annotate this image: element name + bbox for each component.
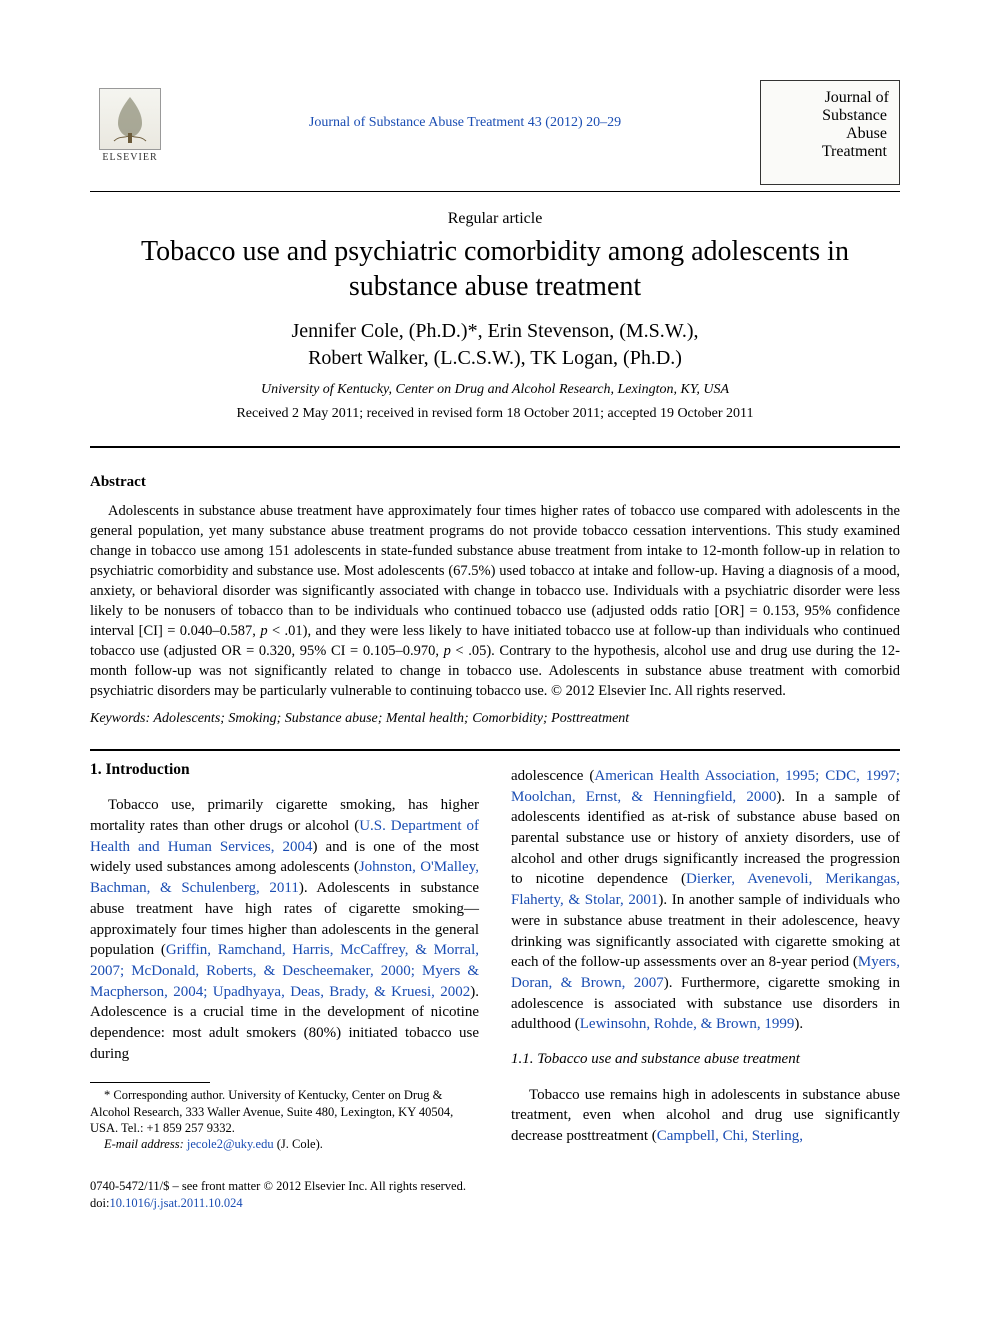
journal-box-line: Substance bbox=[771, 107, 889, 125]
journal-box-line: Treatment bbox=[771, 143, 889, 161]
body-columns: 1. Introduction Tobacco use, primarily c… bbox=[90, 751, 900, 1211]
right-column: adolescence (American Health Association… bbox=[511, 751, 900, 1211]
body-text: adolescence ( bbox=[511, 768, 594, 784]
journal-page: ELSEVIER Journal of Substance Abuse Trea… bbox=[0, 0, 990, 1271]
keywords-list: Adolescents; Smoking; Substance abuse; M… bbox=[150, 711, 629, 726]
email-link[interactable]: jecole2@uky.edu bbox=[184, 1137, 274, 1151]
abstract-pvalue: p bbox=[260, 623, 267, 639]
article-type: Regular article bbox=[90, 210, 900, 228]
footnote-divider bbox=[90, 1082, 210, 1083]
article-dates: Received 2 May 2011; received in revised… bbox=[90, 406, 900, 422]
elsevier-tree-icon bbox=[99, 88, 161, 150]
divider-thick bbox=[90, 446, 900, 448]
header-row: ELSEVIER Journal of Substance Abuse Trea… bbox=[90, 80, 900, 185]
email-after: (J. Cole). bbox=[274, 1137, 323, 1151]
journal-citation: Journal of Substance Abuse Treatment 43 … bbox=[170, 80, 760, 131]
journal-box-line: Journal of bbox=[771, 89, 889, 107]
abstract-heading: Abstract bbox=[90, 474, 900, 491]
authors-line: Jennifer Cole, (Ph.D.)*, Erin Stevenson,… bbox=[292, 320, 699, 342]
abstract-text: Adolescents in substance abuse treatment… bbox=[90, 503, 900, 639]
abstract-body: Adolescents in substance abuse treatment… bbox=[90, 501, 900, 701]
article-title: Tobacco use and psychiatric comorbidity … bbox=[130, 234, 860, 304]
journal-ref-text: Journal of Substance Abuse Treatment 43 … bbox=[309, 115, 621, 130]
paragraph: Tobacco use, primarily cigarette smoking… bbox=[90, 795, 479, 1064]
publisher-name: ELSEVIER bbox=[102, 152, 157, 163]
publisher-logo: ELSEVIER bbox=[90, 80, 170, 170]
doi-link[interactable]: 10.1016/j.jsat.2011.10.024 bbox=[109, 1196, 242, 1210]
authors-line: Robert Walker, (L.C.S.W.), TK Logan, (Ph… bbox=[308, 347, 682, 369]
subsection-heading: 1.1. Tobacco use and substance abuse tre… bbox=[511, 1049, 900, 1070]
journal-box-line: Abuse bbox=[771, 125, 889, 143]
abstract-pvalue: p bbox=[444, 643, 451, 659]
left-column: 1. Introduction Tobacco use, primarily c… bbox=[90, 751, 479, 1211]
journal-title-box: Journal of Substance Abuse Treatment bbox=[760, 80, 900, 185]
keywords: Keywords: Adolescents; Smoking; Substanc… bbox=[90, 711, 900, 727]
keywords-label: Keywords: bbox=[90, 711, 150, 726]
affiliation: University of Kentucky, Center on Drug a… bbox=[90, 382, 900, 398]
body-text: ). bbox=[794, 1016, 803, 1032]
authors: Jennifer Cole, (Ph.D.)*, Erin Stevenson,… bbox=[90, 318, 900, 372]
citation-link[interactable]: Campbell, Chi, Sterling, bbox=[657, 1128, 803, 1144]
footnote-block: * Corresponding author. University of Ke… bbox=[90, 1087, 479, 1152]
doi-label: doi: bbox=[90, 1196, 109, 1210]
copyright-block: 0740-5472/11/$ – see front matter © 2012… bbox=[90, 1178, 479, 1211]
paragraph: Tobacco use remains high in adolescents … bbox=[511, 1085, 900, 1147]
corresponding-author: * Corresponding author. University of Ke… bbox=[90, 1087, 479, 1136]
email-label: E-mail address: bbox=[104, 1137, 184, 1151]
section-heading: 1. Introduction bbox=[90, 759, 479, 780]
citation-link[interactable]: Lewinsohn, Rohde, & Brown, 1999 bbox=[580, 1016, 795, 1032]
copyright-line: 0740-5472/11/$ – see front matter © 2012… bbox=[90, 1178, 479, 1194]
divider bbox=[90, 191, 900, 192]
paragraph: adolescence (American Health Association… bbox=[511, 766, 900, 1035]
